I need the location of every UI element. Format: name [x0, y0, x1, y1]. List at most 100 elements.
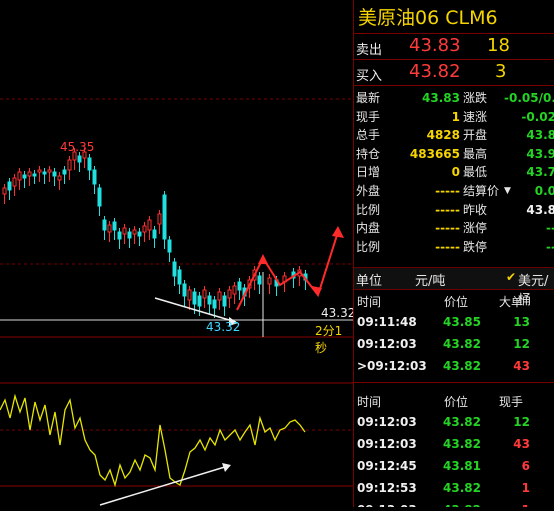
candle-body: [47, 169, 52, 173]
candle-body: [142, 225, 147, 233]
elapsed-time-label: 2分1秒: [315, 324, 343, 355]
candle-body: [112, 221, 117, 231]
stat-value: 43.83: [422, 91, 460, 105]
candle-body: [32, 173, 37, 177]
stat-value: 4828: [426, 128, 460, 143]
stat-label: 开盘: [463, 128, 488, 143]
stat-value: 43.9: [526, 146, 554, 161]
candle-body: [107, 224, 112, 233]
chart-canvas: [0, 98, 353, 506]
candle-body: [92, 169, 97, 185]
stat-value: -0.05/0.11: [504, 91, 554, 105]
candle-body: [37, 169, 42, 173]
candle-body: [232, 285, 237, 295]
candle-body: [42, 171, 47, 175]
sell-price: 43.83: [409, 35, 461, 56]
tick-time: 09:12:03: [357, 437, 417, 451]
stat-label: 涨停: [463, 221, 488, 236]
candle-body: [187, 289, 192, 301]
candle-body: [77, 155, 82, 163]
candle-body: [167, 239, 172, 253]
unit-label: 单位: [356, 274, 383, 289]
tick-time: 09:13:03: [357, 500, 417, 507]
trend-arrow-head: [332, 226, 344, 238]
sell-row: 卖出 43.83 18: [354, 35, 554, 59]
tick-price: 43.81: [443, 459, 481, 473]
stat-label: 现手: [356, 109, 381, 124]
stat-label: 结算价: [463, 184, 500, 198]
stat-value: 1: [451, 109, 460, 124]
stat-label: 昨收: [463, 202, 488, 217]
dropdown-icon[interactable]: ▼: [504, 186, 511, 196]
candle-body: [52, 171, 57, 177]
stat-label: 跌停: [463, 239, 488, 254]
divergence-line-oscillator: [99, 465, 229, 506]
tick-time: 09:12:03: [357, 415, 417, 429]
candle-body: [7, 181, 12, 191]
stat-value: --: [546, 221, 554, 236]
candle-body: [182, 283, 187, 297]
trend-arrow-path: [236, 231, 339, 311]
stat-label: 最低: [463, 165, 488, 180]
tick-volume: 43: [513, 437, 530, 451]
stat-value: -----: [435, 221, 460, 236]
tick-volume: 1: [521, 481, 530, 495]
table-header: 价位: [444, 295, 469, 309]
candle-body: [132, 229, 137, 235]
tick-time: >09:12:03: [357, 359, 427, 373]
candle-body: [157, 213, 162, 225]
unit-bar: 单位 元/吨 ✔ 美元/桶: [354, 267, 554, 308]
candle-body: [72, 151, 77, 161]
stat-value: 43.8: [526, 128, 554, 143]
oscillator-line: [0, 393, 306, 488]
table-header: 大单: [499, 295, 524, 309]
buy-price: 43.82: [409, 61, 461, 82]
divergence-line-price: [154, 297, 237, 323]
table-header: 时间: [357, 295, 382, 309]
candles-group: [2, 148, 308, 318]
candle-body: [17, 171, 22, 181]
quote-panel: 美原油06 CLM6 卖出 43.83 18 买入 43.82 3 最新 43.8…: [353, 0, 554, 507]
divergence-arrow-head: [229, 317, 238, 326]
candle-body: [222, 295, 227, 307]
trend-arrow-head: [258, 254, 268, 264]
stat-value: --: [546, 239, 554, 254]
stat-value: -----: [435, 239, 460, 254]
stat-label: 内盘: [356, 221, 381, 236]
peak-price-label: 45.35: [60, 140, 95, 154]
candle-body: [87, 157, 92, 171]
candle-body: [97, 187, 102, 207]
stat-label: 持仓: [356, 146, 381, 161]
stat-value: 43.8: [526, 202, 554, 217]
candle-body: [202, 289, 207, 299]
unit-option-yuan[interactable]: 元/吨: [415, 274, 446, 289]
instrument-title: 美原油06 CLM6: [358, 7, 498, 29]
tick-time: 09:12:53: [357, 481, 417, 495]
stat-label: 比例: [356, 239, 381, 254]
divergence-arrow-head: [222, 463, 231, 472]
tick-volume: 13: [513, 315, 530, 329]
candle-body: [217, 291, 222, 301]
stat-label: 日增: [356, 165, 381, 180]
stat-label: 外盘: [356, 184, 381, 198]
candle-body: [237, 281, 242, 291]
candle-body: [172, 261, 177, 277]
tick-volume: 1: [508, 500, 530, 507]
check-icon: ✔: [506, 270, 517, 284]
tick-volume: 12: [513, 415, 530, 429]
buy-volume: 3: [495, 61, 507, 82]
table-header: 价位: [444, 395, 469, 409]
candle-body: [267, 277, 272, 285]
unit-option-usd[interactable]: 美元/桶: [518, 274, 549, 308]
candlestick-chart[interactable]: 45.35 43.32 43.32 2分1秒: [0, 0, 355, 507]
stat-value: 43.7: [526, 165, 554, 180]
tick-volume: 6: [521, 459, 530, 473]
stat-label: 最新: [356, 91, 381, 105]
trend-arrow-head: [312, 286, 322, 296]
candle-body: [12, 177, 17, 187]
candle-body: [22, 174, 27, 179]
candle-body: [152, 229, 157, 239]
stat-value: -0.02: [521, 109, 554, 124]
tick-volume: 12: [513, 337, 530, 351]
candle-body: [257, 275, 262, 285]
